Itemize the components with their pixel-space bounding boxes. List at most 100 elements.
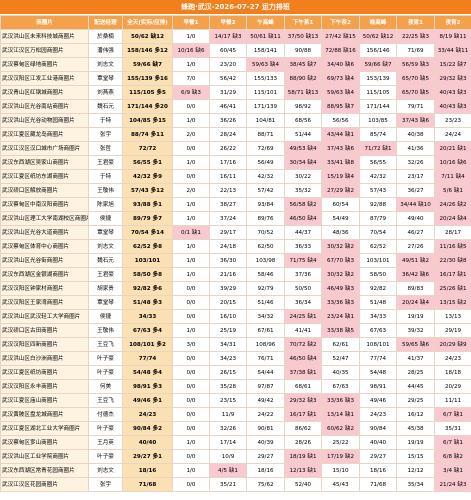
table-cell: 武汉江汉区花园商圈片 <box>0 477 89 492</box>
table-cell: 20/29 <box>434 379 471 394</box>
table-cell: 115/105 多5 <box>122 85 173 100</box>
table-cell: 1/0 <box>172 57 210 72</box>
table-cell: 40/39 <box>246 435 285 450</box>
table-cell: 覃堂琴 <box>88 71 123 86</box>
table-cell: 10/16 缺6 <box>172 43 210 58</box>
table-cell: 70/54 多14 <box>122 225 173 240</box>
table-cell: 58/50 <box>359 267 397 282</box>
table-cell: 7/0 <box>172 71 210 86</box>
table-cell: 武汉洪山区光谷动物园商圈片 <box>0 113 89 128</box>
table-cell: 23/24 缺1 <box>321 309 360 324</box>
table-row: 武汉蔡甸区中南汉阳商圈片 陈家旭 93/88 多1 1/0 38/27 93/84 56/5… <box>0 197 471 212</box>
table-cell: 武汉蔡甸区中南汉阳商圈片 <box>0 197 89 212</box>
table-cell: 72/88 缺16 <box>321 43 360 58</box>
table-cell: 40/40 <box>122 435 173 450</box>
table-cell: 71/69 <box>396 43 435 58</box>
table-cell: 60/45 <box>209 43 247 58</box>
table-cell: 71/68 <box>359 477 397 492</box>
table-cell: 25/22 <box>321 435 360 450</box>
table-cell: 57/43 <box>359 183 397 198</box>
table-cell: 0/0 <box>172 365 210 380</box>
table-cell: 24/23 <box>359 407 397 422</box>
table-cell: 28/26 <box>284 435 322 450</box>
table-cell: 武汉东西湖区金银湖商圈片 <box>0 267 89 282</box>
table-cell: 何美 <box>88 379 123 394</box>
table-cell: 50/50 <box>284 281 322 296</box>
table-cell: 24/25 缺1 <box>284 309 322 324</box>
table-cell: 39/29 <box>209 281 247 296</box>
table-cell: 85/74 <box>359 127 397 142</box>
table-cell: 29/27 <box>246 449 285 464</box>
table-cell: 0/0 <box>172 449 210 464</box>
table-cell: 17/16 <box>209 155 247 170</box>
table-row: 武汉江夏区庙山商圈片 王豆飞 49/46 多1 0/0 23/15 49/42 29/32 … <box>0 393 471 408</box>
table-cell: 21/16 <box>209 267 247 282</box>
table-row: 武汉江夏区纸坊东湖商圈片 于特 42/32 多9 0/0 16/11 42/32 30/22… <box>0 169 471 184</box>
table-cell: 侯捷 <box>88 211 123 226</box>
table-cell: 35/34 <box>396 477 435 492</box>
table-cell: 28/24 <box>209 127 247 142</box>
table-cell: 武汉洪山区光谷街商圈片 <box>0 253 89 268</box>
table-cell: 50/62 缺12 <box>122 29 173 44</box>
table-cell: 54/49 <box>321 211 360 226</box>
table-cell: 7/11 缺4 <box>434 169 471 184</box>
table-cell: 90/81 <box>246 421 285 436</box>
table-cell: 4/5 缺1 <box>209 463 247 478</box>
table-row: 武汉洪山区白沙洲商圈片 叶子豪 77/74 0/0 34/23 76/71 46/50 缺4… <box>0 351 471 366</box>
table-cell: 56/42 <box>209 71 247 86</box>
table-cell: 44/45 <box>396 379 435 394</box>
table-cell: 93/84 <box>246 197 285 212</box>
table-cell: 51/44 <box>284 127 322 142</box>
table-cell: 43/44 缺1 <box>321 127 360 142</box>
table-cell: 武汉洪山区未来科技城商圈片 <box>0 29 89 44</box>
table-cell: 97/87 <box>246 379 285 394</box>
table-cell: 24/24 <box>434 127 471 142</box>
table-cell: 88/90 缺2 <box>284 71 322 86</box>
table-cell: 29/25 <box>396 393 435 408</box>
table-cell: 36/27 <box>396 183 435 198</box>
table-cell: 71/68 <box>122 477 173 492</box>
table-cell: 武汉江夏区湖北工业大学商圈片 <box>0 421 89 436</box>
table-cell: 92/79 <box>246 281 285 296</box>
table-cell: 武汉洪山区武汉轻工大学商圈片 <box>0 309 89 324</box>
table-cell: 叶子豪 <box>88 421 123 436</box>
table-cell: 0/0 <box>172 309 210 324</box>
table-cell: 156/146 <box>359 43 397 58</box>
table-cell: 武汉东西湖区吴家山商圈片 <box>0 155 89 170</box>
table-cell: 52/47 <box>321 351 360 366</box>
table-cell: 153/139 <box>359 71 397 86</box>
column-header: 晚高峰 <box>359 15 397 30</box>
table-cell: 0/0 <box>172 99 210 114</box>
table-cell: 武汉蔡甸区体育中心商圈片 <box>0 239 89 254</box>
table-cell: 37/43 缺6 <box>396 113 435 128</box>
table-cell: 刘志文 <box>88 239 123 254</box>
table-cell: 刘志文 <box>88 463 123 478</box>
table-cell: 65/70 缺5 <box>396 71 435 86</box>
table-cell: 62/61 <box>321 337 360 352</box>
table-cell: 张宇 <box>88 477 123 492</box>
table-cell: 58/46 <box>246 267 285 282</box>
table-cell: 34/40 缺6 <box>321 57 360 72</box>
table-cell: 22/13 <box>209 183 247 198</box>
table-cell: 46/27 <box>396 225 435 240</box>
table-cell: 武汉江夏区纸坊东湖商圈片 <box>0 169 89 184</box>
table-cell: 武汉江夏区纸坊商圈片 <box>0 365 89 380</box>
table-cell: 49/40 <box>396 211 435 226</box>
table-cell: 20/29 缺9 <box>434 337 471 352</box>
table-cell: 33/44 缺11 <box>434 43 471 58</box>
table-cell: 89/83 <box>396 281 435 296</box>
table-cell: 108/101 <box>359 337 397 352</box>
table-cell: 武汉汉阳区永丰商圈片 <box>0 379 89 394</box>
table-row: 武汉汉阳区江发工业港商圈片 覃堂琴 155/139 多16 7/0 56/42 155/1… <box>0 71 471 86</box>
table-cell: 71/75 缺4 <box>284 253 322 268</box>
column-header: 午高峰 <box>246 15 285 30</box>
table-cell: 108/101 多2 <box>122 337 173 352</box>
table-row: 武汉洪山区理工大学南湖校区商圈片 侯捷 89/79 多7 1/0 37/24 89/76 4… <box>0 211 471 226</box>
table-cell: 49/42 <box>246 393 285 408</box>
table-cell: 67/70 缺3 <box>321 253 360 268</box>
table-row: 武汉汉阳区王家湾商圈片 覃堂琴 51/48 多3 0/0 20/15 51/46 36/34… <box>0 295 471 310</box>
table-cell: 30/32 缺2 <box>321 267 360 282</box>
table-cell: 56/58 缺2 <box>284 197 322 212</box>
table-cell: 34/33 <box>122 309 173 324</box>
table-cell: 2/0 <box>172 127 210 142</box>
